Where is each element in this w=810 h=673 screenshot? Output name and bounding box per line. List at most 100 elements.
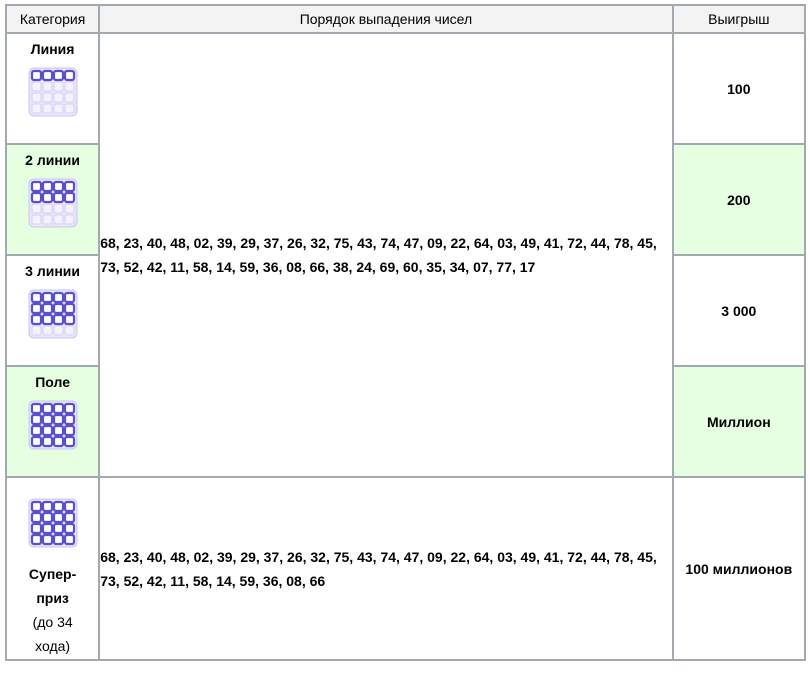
ticket-cell: [41, 191, 53, 204]
prize-cell: 100: [671, 32, 807, 145]
ticket-cell: [63, 522, 75, 535]
ticket-cell: [41, 533, 53, 546]
ticket-cell: [31, 214, 42, 225]
lotto-ticket-icon: [28, 498, 78, 548]
ticket-cell: [31, 92, 42, 103]
ticket-cell: [63, 313, 75, 326]
ticket-cell: [30, 291, 42, 304]
ticket-cell: [30, 302, 42, 315]
ticket-cell: [41, 435, 53, 448]
ticket-cell: [53, 203, 64, 214]
super-note-line-1: (до 34: [32, 614, 73, 630]
ticket-cell: [52, 435, 64, 448]
ticket-cell: [64, 203, 75, 214]
ticket-cell: [52, 302, 64, 315]
ticket-cell: [52, 500, 64, 513]
ticket-cell: [30, 191, 42, 204]
category-label: 3 линии: [25, 263, 81, 279]
lotto-ticket-icon: [28, 400, 78, 450]
ticket-cell: [30, 402, 42, 415]
ticket-cell: [30, 69, 42, 82]
header-prize: Выигрыш: [671, 4, 807, 34]
ticket-cell: [41, 522, 53, 535]
ticket-cell: [63, 191, 75, 204]
ticket-cell: [30, 522, 42, 535]
ticket-cell: [63, 533, 75, 546]
ticket-cell: [52, 533, 64, 546]
ticket-cell: [42, 214, 53, 225]
ticket-cell: [31, 203, 42, 214]
header-row: Категория Порядок выпадения чисел Выигры…: [4, 4, 807, 34]
super-line-2: приз: [36, 590, 69, 606]
ticket-cell: [30, 413, 42, 426]
super-line-1: Супер-: [28, 566, 77, 582]
ticket-cell: [31, 103, 42, 114]
ticket-cell: [53, 92, 64, 103]
lotto-ticket-icon: [28, 67, 78, 117]
ticket-cell: [52, 69, 64, 82]
ticket-cell: [30, 500, 42, 513]
ticket-cell: [41, 402, 53, 415]
ticket-cell: [52, 191, 64, 204]
prize-cell: 200: [671, 143, 807, 256]
ticket-cell: [42, 203, 53, 214]
ticket-cell: [30, 533, 42, 546]
sequence-cell-super: 68, 23, 40, 48, 02, 39, 29, 37, 26, 32, …: [98, 476, 674, 661]
ticket-cell: [41, 180, 53, 193]
header-sequence: Порядок выпадения чисел: [98, 4, 674, 34]
category-cell: Линия: [4, 32, 101, 145]
ticket-cell: [52, 180, 64, 193]
prize-cell: 3 000: [671, 254, 807, 367]
category-label-super: Супер- приз: [7, 562, 98, 610]
ticket-cell: [53, 103, 64, 114]
table-row-super: Супер- приз (до 34 хода) 68, 23, 40, 48,…: [4, 476, 807, 661]
ticket-cell: [41, 511, 53, 524]
ticket-cell: [30, 424, 42, 437]
table-row: 3 линии 3 000: [4, 254, 807, 367]
ticket-cell: [52, 522, 64, 535]
lotto-ticket-icon: [28, 289, 78, 339]
table-row: Линия 68, 23, 40, 48, 02, 39, 29, 37, 26…: [4, 32, 807, 478]
ticket-cell: [64, 325, 75, 336]
ticket-cell: [64, 92, 75, 103]
ticket-cell: [63, 291, 75, 304]
sequence-cell: 68, 23, 40, 48, 02, 39, 29, 37, 26, 32, …: [98, 32, 674, 478]
ticket-cell: [52, 511, 64, 524]
ticket-cell: [63, 424, 75, 437]
ticket-cell: [64, 214, 75, 225]
ticket-cell: [53, 325, 64, 336]
ticket-cell: [63, 500, 75, 513]
ticket-cell: [30, 511, 42, 524]
prize-cell: Миллион: [671, 365, 807, 478]
lotto-ticket-icon: [28, 178, 78, 228]
ticket-cell: [41, 302, 53, 315]
category-cell-super: Супер- приз (до 34 хода): [4, 476, 101, 661]
ticket-cell: [63, 69, 75, 82]
ticket-cell: [63, 302, 75, 315]
ticket-cell: [41, 413, 53, 426]
ticket-cell: [30, 435, 42, 448]
category-cell: Поле: [4, 365, 101, 478]
category-label: 2 линии: [25, 152, 81, 168]
ticket-cell: [41, 313, 53, 326]
ticket-cell: [63, 435, 75, 448]
super-note-line-2: хода): [35, 638, 71, 654]
ticket-cell: [41, 424, 53, 437]
ticket-cell: [63, 511, 75, 524]
ticket-cell: [30, 180, 42, 193]
table-row: Поле Миллион: [4, 365, 807, 478]
category-label: Поле: [35, 374, 70, 390]
ticket-cell: [52, 291, 64, 304]
ticket-cell: [63, 180, 75, 193]
ticket-cell: [53, 81, 64, 92]
category-cell: 3 линии: [4, 254, 101, 367]
ticket-cell: [42, 81, 53, 92]
ticket-cell: [42, 325, 53, 336]
ticket-cell: [53, 214, 64, 225]
ticket-cell: [41, 69, 53, 82]
ticket-cell: [63, 413, 75, 426]
ticket-cell: [64, 103, 75, 114]
lotto-prize-table: Категория Порядок выпадения чисел Выигры…: [4, 4, 807, 661]
ticket-cell: [42, 92, 53, 103]
ticket-cell: [52, 313, 64, 326]
